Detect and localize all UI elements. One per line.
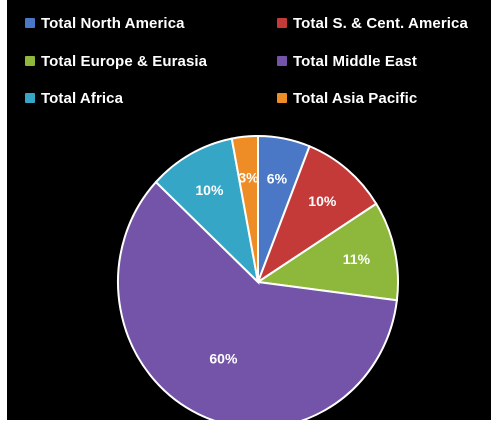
legend-label-north-america: Total North America xyxy=(41,14,185,32)
legend-item-north-america: Total North America xyxy=(25,12,185,34)
data-label-africa: 10% xyxy=(195,182,224,198)
legend-swatch-north-america xyxy=(25,18,35,28)
legend-label-europe-eurasia: Total Europe & Eurasia xyxy=(41,52,208,70)
pie-chart: 6% 10% 11% 60% 10% 3% xyxy=(117,134,400,420)
data-label-middle-east: 60% xyxy=(209,351,238,367)
data-label-europe-eurasia: 11% xyxy=(343,251,371,267)
legend-item-europe-eurasia: Total Europe & Eurasia xyxy=(25,50,207,72)
legend-swatch-asia-pacific xyxy=(277,93,287,103)
legend-item-asia-pacific: Total Asia Pacific xyxy=(277,87,417,109)
pie-slices xyxy=(117,134,400,420)
data-label-south-central-america: 10% xyxy=(308,193,337,209)
legend-item-africa: Total Africa xyxy=(25,87,123,109)
legend-label-asia-pacific: Total Asia Pacific xyxy=(293,89,418,107)
legend-label-africa: Total Africa xyxy=(41,89,124,107)
legend-label-south-central-america: Total S. & Cent. America xyxy=(293,14,468,32)
pie-slice-europe-eurasia xyxy=(255,202,400,302)
data-label-north-america: 6% xyxy=(267,171,288,187)
legend-label-middle-east: Total Middle East xyxy=(293,52,417,70)
legend-swatch-africa xyxy=(25,93,35,103)
data-label-asia-pacific: 3% xyxy=(238,169,259,185)
pie-data-labels: 6% 10% 11% 60% 10% 3% xyxy=(195,169,370,366)
legend-swatch-south-central-america xyxy=(277,18,287,28)
pie-slice-africa xyxy=(154,137,260,285)
legend-item-south-central-america: Total S. & Cent. America xyxy=(277,12,468,34)
chart-area: Total North America Total S. & Cent. Ame… xyxy=(7,0,491,420)
legend-item-middle-east: Total Middle East xyxy=(277,50,417,72)
legend-swatch-middle-east xyxy=(277,56,287,66)
pie-slice-middle-east xyxy=(117,180,399,420)
pie-slice-south-central-america xyxy=(255,144,378,285)
legend-swatch-europe-eurasia xyxy=(25,56,35,66)
legend: Total North America Total S. & Cent. Ame… xyxy=(7,0,491,120)
pie-slice-asia-pacific xyxy=(230,134,259,283)
